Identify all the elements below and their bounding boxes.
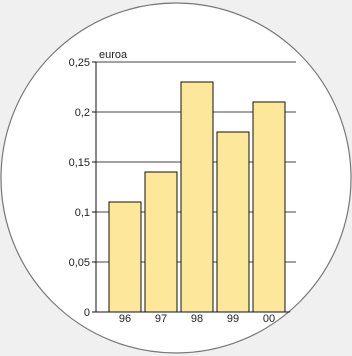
y-tick-label: 0 [84, 307, 90, 319]
y-tick-label: 0,1 [75, 207, 90, 219]
bars [108, 81, 286, 313]
y-tick-label: 0,25 [69, 57, 90, 69]
bar-96 [108, 201, 142, 313]
y-axis-unit-label: euroa [99, 49, 128, 61]
x-tick-label: 96 [119, 313, 131, 325]
bar-97 [144, 171, 178, 313]
plot-area: 0 0,05 0,1 0,15 0,2 0,25 96 97 98 99 00 euroa [69, 49, 296, 325]
x-tick-labels: 96 97 98 99 00 [119, 313, 275, 325]
x-tick-label: 00 [263, 313, 275, 325]
y-tick-label: 0,05 [69, 257, 90, 269]
bar-99 [216, 131, 250, 313]
x-tick-label: 99 [227, 313, 239, 325]
bar-98 [180, 81, 214, 313]
y-tick-label: 0,2 [75, 107, 90, 119]
x-tick-label: 97 [155, 313, 167, 325]
y-ticks: 0 0,05 0,1 0,15 0,2 0,25 [69, 57, 96, 319]
x-tick-label: 98 [191, 313, 203, 325]
y-tick-label: 0,15 [69, 157, 90, 169]
bar-00 [252, 101, 286, 313]
